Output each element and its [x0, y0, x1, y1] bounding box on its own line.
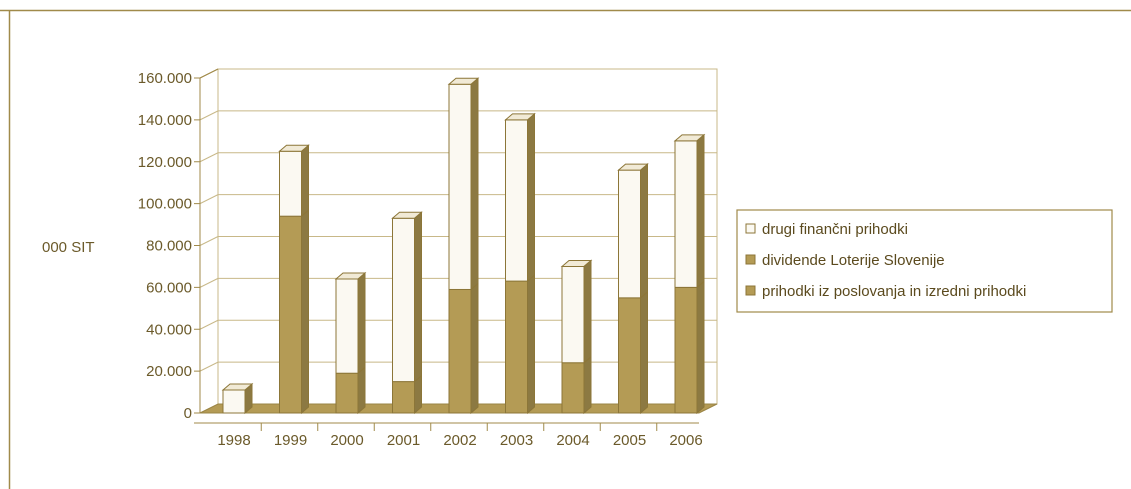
- bar-front: [674, 140, 698, 288]
- bar-side: [640, 163, 648, 299]
- dividends-segment-2005: [618, 290, 648, 415]
- bar-top-1999: [278, 144, 310, 152]
- bar-front: [448, 288, 472, 414]
- bar-top-2000: [334, 272, 367, 280]
- bar-front: [674, 286, 698, 414]
- legend-label: prihodki iz poslovanja in izredni prihod…: [762, 283, 1026, 300]
- bar-side: [301, 144, 309, 218]
- other-financial-segment-2005: [618, 163, 648, 299]
- bar-front: [279, 150, 302, 217]
- bar-front: [392, 217, 415, 383]
- bar-front: [448, 83, 472, 290]
- bar-front: [505, 280, 528, 414]
- gridline-side: [199, 152, 219, 163]
- other-financial-segment-2002: [448, 77, 479, 291]
- bar-top-2001: [391, 211, 423, 219]
- y-tick-label: 40.000: [146, 321, 192, 338]
- bar-side: [414, 211, 422, 383]
- gridline-side: [199, 277, 219, 288]
- other-financial-segment-2004: [561, 259, 592, 364]
- gridline-side: [199, 194, 219, 205]
- bar-front: [618, 297, 641, 414]
- x-tick-label: 2006: [669, 432, 702, 449]
- bar-front: [392, 381, 415, 414]
- bar-top-2004: [560, 259, 593, 267]
- bar-top-2006: [673, 134, 706, 142]
- y-tick-label: 0: [184, 405, 192, 422]
- x-tick-label: 2002: [443, 432, 476, 449]
- bar-front: [279, 215, 302, 414]
- x-tick-label: 2003: [500, 432, 533, 449]
- bar-top-2003: [504, 113, 536, 121]
- x-tick-label: 2004: [556, 432, 589, 449]
- y-tick-label: 140.000: [138, 112, 192, 129]
- gridline-side: [199, 236, 219, 246]
- gridline-side: [199, 319, 219, 330]
- bar-front: [335, 372, 359, 414]
- bar-top-2005: [617, 163, 649, 171]
- bar-front: [335, 278, 359, 374]
- bar-side: [696, 280, 705, 415]
- bar-front: [505, 119, 528, 282]
- bars: [221, 77, 706, 415]
- y-tick-label: 60.000: [146, 279, 192, 296]
- bar-side: [470, 77, 479, 291]
- legend-label: dividende Loterije Slovenije: [762, 252, 945, 269]
- bar-side: [640, 290, 648, 415]
- gridline-side: [199, 110, 219, 121]
- bar-top-2002: [447, 77, 480, 85]
- other-financial-segment-1999: [279, 144, 309, 218]
- bar-front: [561, 265, 585, 364]
- bar-side: [527, 112, 535, 283]
- dividends-segment-2006: [674, 280, 705, 415]
- dividends-segment-2003: [505, 274, 535, 415]
- y-tick-label: 80.000: [146, 238, 192, 255]
- bar-front: [618, 169, 641, 299]
- bar-side: [301, 209, 309, 415]
- other-financial-segment-2006: [674, 133, 705, 289]
- x-tick-label: 1999: [274, 432, 307, 449]
- dividends-segment-1999: [279, 209, 309, 415]
- y-tick-label: 100.000: [138, 196, 192, 213]
- gridline-side: [199, 361, 219, 372]
- y-tick-label: 160.000: [138, 70, 192, 87]
- y-axis-label: 000 SIT: [42, 239, 95, 256]
- bar-front: [222, 389, 246, 414]
- y-axis-top: [199, 68, 219, 79]
- bar-side: [696, 133, 705, 289]
- other-financial-segment-2001: [392, 211, 422, 383]
- x-tick-label: 2000: [330, 432, 363, 449]
- dividends-segment-2002: [448, 282, 479, 415]
- dividends-segment-2004: [561, 355, 592, 415]
- legend-swatch: [745, 254, 756, 265]
- bar-side: [527, 274, 535, 415]
- bar-top-1998: [221, 383, 254, 391]
- bar-side: [470, 282, 479, 415]
- legend-box: [736, 209, 1113, 313]
- dividends-segment-2000: [335, 366, 366, 415]
- x-tick-label: 1998: [217, 432, 250, 449]
- bar-side: [583, 259, 592, 364]
- x-tick-label: 2005: [613, 432, 646, 449]
- y-tick-label: 120.000: [138, 154, 192, 171]
- legend-swatch: [745, 223, 756, 234]
- other-financial-segment-2003: [505, 112, 535, 283]
- tick-labels: 0 20.000 40.000 60.000 80.000 100.000 120.000 1…: [138, 70, 703, 449]
- axes: [194, 68, 699, 431]
- bar-side: [583, 355, 592, 415]
- dividends-segment-2001: [392, 374, 422, 415]
- legend-swatch: [745, 285, 756, 296]
- bar-side: [357, 271, 366, 375]
- y-tick-label: 20.000: [146, 363, 192, 380]
- legend: drugi finančni prihodki dividende Loterij…: [736, 209, 1113, 313]
- bar-side: [357, 366, 366, 415]
- legend-label: drugi finančni prihodki: [762, 221, 908, 238]
- bar-front: [561, 362, 585, 414]
- other-financial-segment-2000: [335, 271, 366, 375]
- x-tick-label: 2001: [387, 432, 420, 449]
